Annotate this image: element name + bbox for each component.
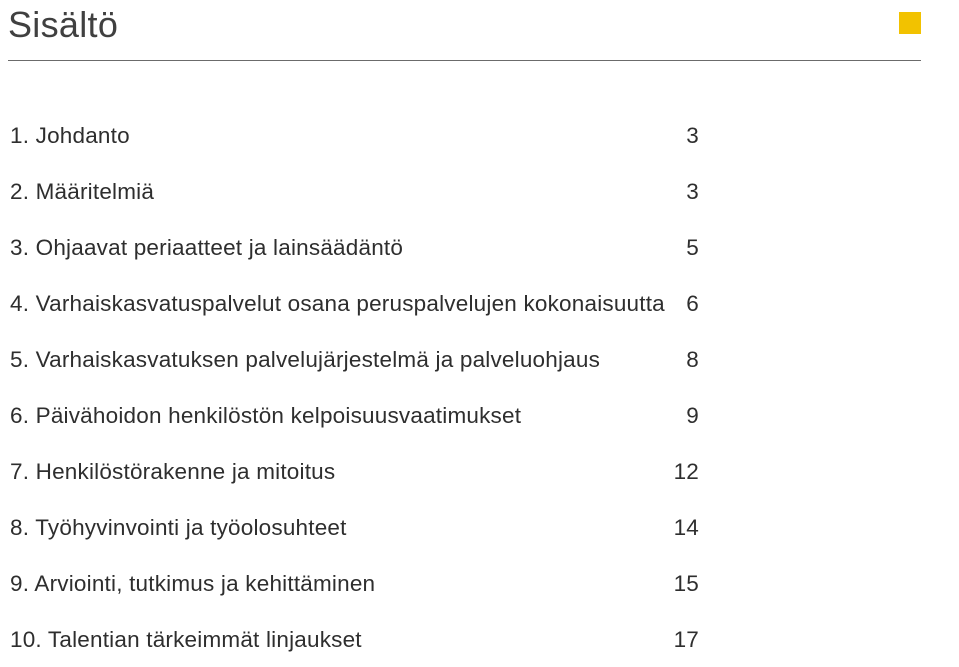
toc-label: 6. Päivähoidon henkilöstön kelpoisuusvaa… [10,403,521,429]
toc-page: 3 [673,123,699,149]
toc-page: 8 [673,347,699,373]
toc-label: 9. Arviointi, tutkimus ja kehittäminen [10,571,375,597]
toc-page: 6 [673,291,699,317]
toc-label: 5. Varhaiskasvatuksen palvelujärjestelmä… [10,347,600,373]
toc-row: 3. Ohjaavat periaatteet ja lainsäädäntö … [10,235,699,261]
toc-page: 15 [673,571,699,597]
toc-page: 12 [673,459,699,485]
toc-row: 6. Päivähoidon henkilöstön kelpoisuusvaa… [10,403,699,429]
toc-row: 9. Arviointi, tutkimus ja kehittäminen 1… [10,571,699,597]
header: Sisältö [8,4,921,61]
toc-label: 2. Määritelmiä [10,179,154,205]
toc-page: 14 [673,515,699,541]
toc-page: 9 [673,403,699,429]
toc-row: 10. Talentian tärkeimmät linjaukset 17 [10,627,699,653]
toc-label: 10. Talentian tärkeimmät linjaukset [10,627,362,653]
page-title: Sisältö [8,4,118,46]
toc-label: 7. Henkilöstörakenne ja mitoitus [10,459,335,485]
toc-row: 2. Määritelmiä 3 [10,179,699,205]
toc-page: 17 [673,627,699,653]
toc-list: 1. Johdanto 3 2. Määritelmiä 3 3. Ohjaav… [8,123,921,653]
toc-page: 3 [673,179,699,205]
toc-row: 8. Työhyvinvointi ja työolosuhteet 14 [10,515,699,541]
toc-label: 8. Työhyvinvointi ja työolosuhteet [10,515,347,541]
toc-page: 5 [673,235,699,261]
toc-row: 4. Varhaiskasvatuspalvelut osana peruspa… [10,291,699,317]
toc-row: 1. Johdanto 3 [10,123,699,149]
toc-row: 7. Henkilöstörakenne ja mitoitus 12 [10,459,699,485]
toc-label: 3. Ohjaavat periaatteet ja lainsäädäntö [10,235,403,261]
toc-row: 5. Varhaiskasvatuksen palvelujärjestelmä… [10,347,699,373]
toc-label: 4. Varhaiskasvatuspalvelut osana peruspa… [10,291,665,317]
accent-square-icon [899,12,921,34]
toc-label: 1. Johdanto [10,123,130,149]
